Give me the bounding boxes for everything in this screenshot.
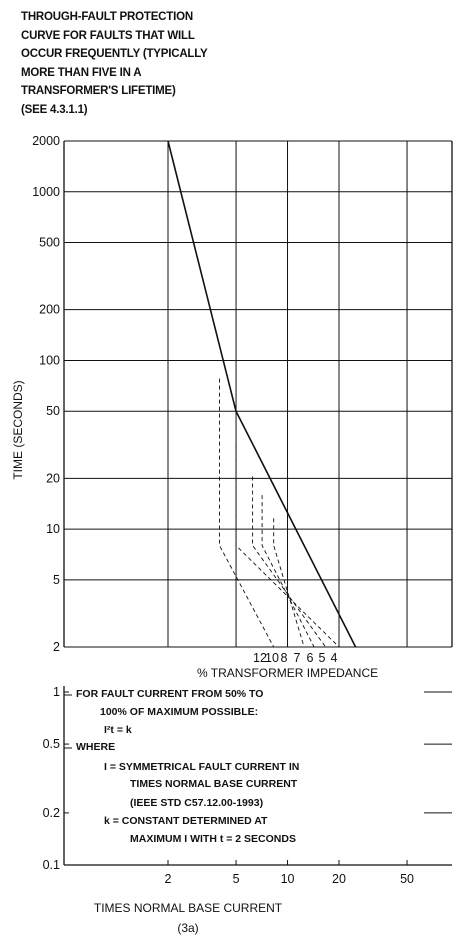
impedance-label: % TRANSFORMER IMPEDANCE <box>197 666 378 680</box>
note-line: WHERE <box>76 741 115 753</box>
title-line: CURVE FOR FAULTS THAT WILL <box>21 29 195 42</box>
y-tick-label: 1000 <box>32 185 60 199</box>
impedance-curve-7 <box>261 495 315 648</box>
impedance-curve-4 <box>235 410 357 648</box>
y-tick-label: 50 <box>46 404 60 418</box>
title-line: TRANSFORMER'S LIFETIME) <box>21 85 176 98</box>
figure-sublabel: (3a) <box>177 921 198 935</box>
impedance-number: 7 <box>294 651 301 665</box>
y-axis-label: TIME (SECONDS) <box>11 380 25 479</box>
x-tick-label: 2 <box>165 872 172 886</box>
y-tick-label: 2000 <box>32 134 60 148</box>
y-tick-label: 0.2 <box>43 806 60 820</box>
y-tick-label: 20 <box>46 471 60 485</box>
x-axis-label: TIMES NORMAL BASE CURRENT <box>94 901 283 915</box>
y-tick-label: 1 <box>53 685 60 699</box>
y-tick-label: 0.1 <box>43 858 60 872</box>
y-tick-label: 10 <box>46 522 60 536</box>
title-line: (SEE 4.3.1.1) <box>21 103 88 116</box>
gridlines <box>63 140 453 866</box>
note-line: MAXIMUM I WITH t = 2 SECONDS <box>130 833 296 845</box>
curves <box>167 140 357 648</box>
impedance-number: 10 <box>265 651 279 665</box>
x-tick-label: 50 <box>400 872 414 886</box>
impedance-number: 8 <box>281 651 288 665</box>
title-line: MORE THAN FIVE IN A <box>21 66 142 79</box>
x-tick-label: 10 <box>281 872 295 886</box>
note-line: TIMES NORMAL BASE CURRENT <box>130 778 298 790</box>
title-line: OCCUR FREQUENTLY (TYPICALLY <box>21 48 208 61</box>
y-tick-label: 100 <box>39 353 60 367</box>
note-line: (IEEE STD C57.12.00-1993) <box>130 797 263 809</box>
impedance-curve-5 <box>235 443 340 648</box>
y-tick-label: 500 <box>39 236 60 250</box>
impedance-curve-12 <box>219 378 275 648</box>
y-tick-label: 5 <box>53 573 60 587</box>
note-line: 100% OF MAXIMUM POSSIBLE: <box>100 706 258 718</box>
title-line: THROUGH-FAULT PROTECTION <box>21 11 193 23</box>
chart-title: THROUGH-FAULT PROTECTION CURVE FOR FAULT… <box>21 8 208 120</box>
impedance-number: 5 <box>319 651 326 665</box>
impedance-curve-6 <box>252 476 326 648</box>
protection-curve <box>167 140 357 648</box>
x-tick-label: 20 <box>332 872 346 886</box>
y-tick-label: 2 <box>53 640 60 654</box>
impedance-number: 6 <box>307 651 314 665</box>
impedance-curve-8 <box>273 518 305 648</box>
y-axis-ticks: 2000 1000 500 200 100 50 20 10 5 2 1 0.5 0.2 0.1 <box>32 134 60 872</box>
x-tick-label: 5 <box>233 872 240 886</box>
y-tick-label: 0.5 <box>43 737 60 751</box>
note-line: I = SYMMETRICAL FAULT CURRENT IN <box>104 761 299 773</box>
note-line: I²t = k <box>104 724 132 736</box>
x-axis-ticks: 2 5 10 20 50 <box>165 872 415 886</box>
note-line: FOR FAULT CURRENT FROM 50% TO <box>76 688 263 700</box>
impedance-number: 12 <box>253 651 267 665</box>
formula-notes: FOR FAULT CURRENT FROM 50% TO 100% OF MAX… <box>64 688 299 845</box>
note-line: k = CONSTANT DETERMINED AT <box>104 815 268 827</box>
impedance-number: 4 <box>331 651 338 665</box>
y-tick-label: 200 <box>39 303 60 317</box>
